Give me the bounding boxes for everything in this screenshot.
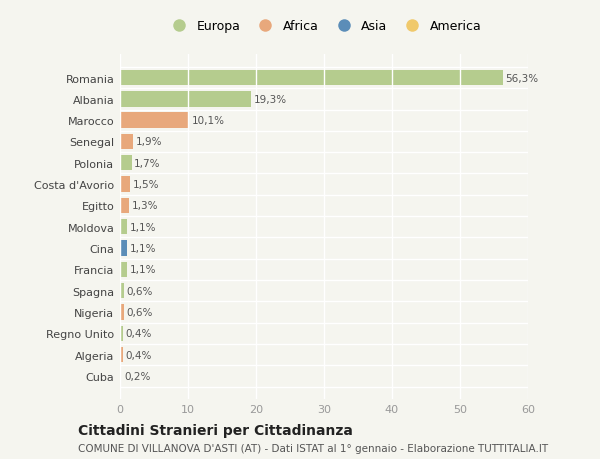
Text: 19,3%: 19,3% — [254, 95, 287, 105]
Bar — [120, 92, 251, 107]
Bar — [120, 71, 503, 86]
Bar — [120, 241, 127, 256]
Bar — [120, 113, 188, 129]
Bar — [120, 156, 131, 171]
Text: 1,5%: 1,5% — [133, 179, 160, 190]
Text: 0,2%: 0,2% — [124, 371, 151, 381]
Text: 1,9%: 1,9% — [136, 137, 162, 147]
Text: 10,1%: 10,1% — [191, 116, 224, 126]
Legend: Europa, Africa, Asia, America: Europa, Africa, Asia, America — [166, 20, 482, 33]
Text: 1,1%: 1,1% — [130, 222, 157, 232]
Bar — [120, 283, 124, 299]
Text: 1,1%: 1,1% — [130, 265, 157, 275]
Bar — [120, 198, 129, 213]
Text: 1,3%: 1,3% — [131, 201, 158, 211]
Text: 0,6%: 0,6% — [127, 307, 153, 317]
Text: 0,6%: 0,6% — [127, 286, 153, 296]
Bar — [120, 305, 124, 320]
Text: 0,4%: 0,4% — [125, 329, 152, 338]
Text: COMUNE DI VILLANOVA D'ASTI (AT) - Dati ISTAT al 1° gennaio - Elaborazione TUTTIT: COMUNE DI VILLANOVA D'ASTI (AT) - Dati I… — [78, 443, 548, 453]
Text: 1,7%: 1,7% — [134, 158, 161, 168]
Bar — [120, 219, 127, 235]
Bar — [120, 262, 127, 277]
Text: 0,4%: 0,4% — [125, 350, 152, 360]
Bar — [120, 347, 123, 363]
Text: 56,3%: 56,3% — [506, 73, 539, 84]
Bar — [120, 326, 123, 341]
Text: 1,1%: 1,1% — [130, 243, 157, 253]
Bar — [120, 369, 121, 384]
Bar — [120, 134, 133, 150]
Text: Cittadini Stranieri per Cittadinanza: Cittadini Stranieri per Cittadinanza — [78, 423, 353, 437]
Bar — [120, 177, 130, 192]
